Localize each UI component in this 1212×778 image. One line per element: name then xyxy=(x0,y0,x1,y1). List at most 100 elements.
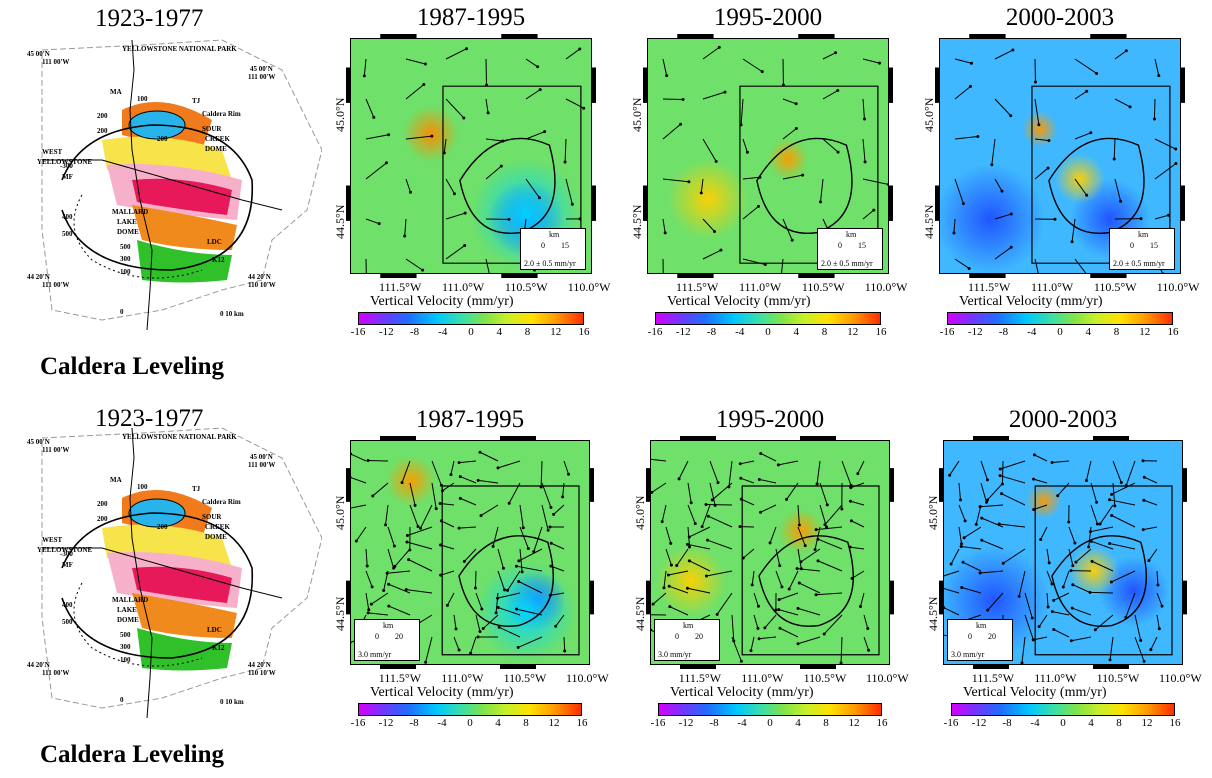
velocity-arrow xyxy=(850,546,865,550)
arrow-head xyxy=(537,196,541,200)
arrow-head xyxy=(651,602,655,606)
leveling-label-tj-bottom: TJ xyxy=(192,485,201,493)
arrow-head xyxy=(1070,606,1074,610)
anomaly-blob xyxy=(656,546,726,616)
arrow-head xyxy=(962,536,966,540)
velocity-arrow xyxy=(388,583,411,594)
arrow-head xyxy=(738,462,742,466)
velocity-arrow xyxy=(753,614,759,629)
velocity-arrow xyxy=(753,592,759,607)
arrow-head xyxy=(1098,522,1102,526)
velocity-arrow xyxy=(1114,178,1122,202)
velocity-map-bot-1 xyxy=(650,440,890,665)
colorbar-tick-top-0-0: -16 xyxy=(350,326,366,338)
arrow-head xyxy=(416,525,420,529)
velocity-arrow xyxy=(1034,167,1049,180)
arrow-head xyxy=(570,202,574,206)
arrow-head xyxy=(958,498,962,502)
arrow-head xyxy=(1053,217,1057,221)
frame-tick xyxy=(501,274,538,278)
scale-text-unit: km xyxy=(846,230,857,239)
colorbar-tick-bot-2-7: 12 xyxy=(1141,717,1153,729)
velocity-arrow xyxy=(1109,636,1114,660)
caldera-rim xyxy=(61,512,254,659)
velocity-arrow xyxy=(387,570,411,574)
arrow-head xyxy=(517,559,521,563)
colorbar-tick-top-0-3: -4 xyxy=(438,326,448,338)
caldera-outline xyxy=(459,137,556,234)
velocity-arrow xyxy=(750,636,755,651)
velocity-arrow xyxy=(425,636,433,663)
arrow-head xyxy=(780,585,784,589)
arrow-head xyxy=(715,612,719,616)
arrow-head xyxy=(856,472,860,476)
coordinate-label-ll_sw2-bottom: 111 00'W xyxy=(42,669,70,677)
arrow-head xyxy=(501,566,505,570)
velocity-arrow xyxy=(1068,548,1074,566)
velocity-arrow xyxy=(1075,548,1092,563)
colorbar-tick-top-2-3: -4 xyxy=(1027,326,1037,338)
velocity-arrow xyxy=(551,542,565,550)
arrow-head xyxy=(1070,240,1074,244)
velocity-arrow xyxy=(1024,614,1034,640)
velocity-arrow xyxy=(1091,540,1114,550)
velocity-arrow xyxy=(497,570,505,591)
velocity-arrow xyxy=(485,98,489,113)
arrow-head xyxy=(866,626,870,630)
velocity-arrow xyxy=(701,504,711,527)
arrow-head xyxy=(959,545,963,549)
longitude-label-bot-2-2: 110.5°W xyxy=(1096,671,1140,685)
arrow-head xyxy=(481,626,485,630)
velocity-arrow xyxy=(497,548,504,569)
arrow-head xyxy=(790,238,794,242)
arrow-head xyxy=(797,523,801,527)
arrow-head xyxy=(421,268,425,272)
velocity-arrow xyxy=(550,592,565,596)
longitude-label-bot-1-2: 110.5°W xyxy=(803,671,847,685)
velocity-arrow xyxy=(431,460,442,486)
velocity-arrow xyxy=(709,460,719,483)
velocity-arrow xyxy=(405,258,423,271)
arrow-head xyxy=(516,645,520,649)
velocity-arrow xyxy=(516,608,543,616)
leveling-label-c300b-bottom: 300 xyxy=(120,643,131,651)
velocity-arrow xyxy=(406,541,433,550)
colorbar-tick-bot-2-8: 16 xyxy=(1169,717,1181,729)
velocity-arrow xyxy=(652,592,667,605)
velocity-arrow xyxy=(662,178,689,183)
arrow-head xyxy=(567,472,571,476)
leveling-label-creek-top: CREEK xyxy=(205,135,230,143)
leveling-label-caldera_rim-top: Caldera Rim xyxy=(202,110,241,118)
arrow-head xyxy=(434,507,438,511)
arrow-head xyxy=(867,648,871,652)
arrow-head xyxy=(454,627,458,631)
velocity-arrow xyxy=(351,477,367,484)
frame-tick xyxy=(1183,580,1187,615)
velocity-arrow xyxy=(1034,138,1049,142)
velocity-arrow xyxy=(445,212,466,220)
velocity-arrow xyxy=(742,138,748,153)
velocity-arrow xyxy=(1143,526,1158,531)
velocity-arrow xyxy=(816,526,843,531)
velocity-arrow xyxy=(760,504,777,513)
velocity-arrow xyxy=(1156,592,1163,607)
longitude-label-top-2-3: 110.0°W xyxy=(1156,280,1200,294)
arrow-head xyxy=(667,584,671,588)
arrow-head xyxy=(507,501,511,505)
velocity-arrow xyxy=(387,526,395,547)
arrow-head xyxy=(799,560,803,564)
arrow-head xyxy=(387,604,391,608)
leveling-label-c100-top: 100 xyxy=(137,95,148,103)
arrow-head xyxy=(666,573,670,577)
leveling-label-mf-bottom: MF xyxy=(62,561,73,569)
arrow-head xyxy=(1113,504,1117,508)
frame-tick xyxy=(798,274,835,278)
velocity-arrow xyxy=(949,460,960,476)
arrow-head xyxy=(760,70,764,74)
arrow-head xyxy=(546,528,550,532)
velocity-arrow xyxy=(778,609,799,616)
period-title-bot-0: 1987-1995 xyxy=(415,406,525,433)
arrow-head xyxy=(407,558,411,562)
velocity-arrow xyxy=(944,588,960,594)
coordinate-label-ll_se1-top: 44 20'N xyxy=(248,273,271,281)
